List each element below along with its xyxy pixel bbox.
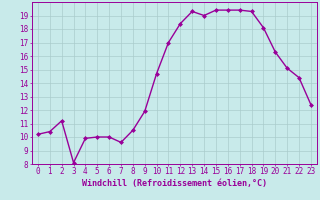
X-axis label: Windchill (Refroidissement éolien,°C): Windchill (Refroidissement éolien,°C) [82,179,267,188]
